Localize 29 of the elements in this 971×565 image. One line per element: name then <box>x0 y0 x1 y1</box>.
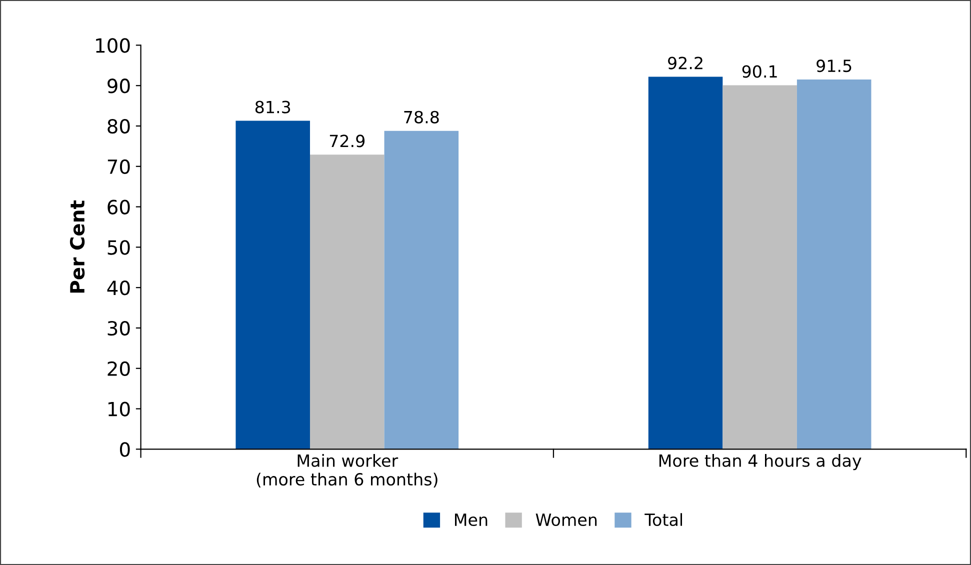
data-label: 91.5 <box>816 60 852 72</box>
bar <box>236 120 310 450</box>
data-label: 90.1 <box>742 65 777 78</box>
legend-label: Women <box>536 514 597 526</box>
y-tick-label: 40 <box>107 280 130 296</box>
y-tick-label: 50 <box>108 240 130 255</box>
data-label: 81.3 <box>255 100 290 114</box>
legend-label: Men <box>455 514 488 526</box>
bar <box>796 80 872 450</box>
y-tick-label: 30 <box>108 320 130 336</box>
y-tick-label: 0 <box>120 442 130 457</box>
bar <box>310 154 384 450</box>
x-tick-label: Main worker (more than 6 months) <box>256 454 438 488</box>
y-tick-label: 60 <box>108 200 130 214</box>
x-tick-label: More than 4 hours a day <box>659 454 862 470</box>
legend-label: Total <box>644 513 682 526</box>
bar <box>384 130 459 450</box>
bar <box>722 85 797 450</box>
data-label: 78.8 <box>404 110 439 124</box>
y-tick-label: 10 <box>108 402 130 416</box>
y-axis-title: Per Cent <box>70 200 85 293</box>
y-tick-label: 80 <box>108 118 130 134</box>
y-tick-label: 90 <box>108 78 130 94</box>
data-label: 72.9 <box>330 134 365 148</box>
y-tick-label: 20 <box>108 361 130 376</box>
bar <box>648 76 723 450</box>
y-tick-label: 70 <box>108 159 130 174</box>
data-label: 92.2 <box>668 56 702 70</box>
y-tick-label: 100 <box>96 38 130 53</box>
